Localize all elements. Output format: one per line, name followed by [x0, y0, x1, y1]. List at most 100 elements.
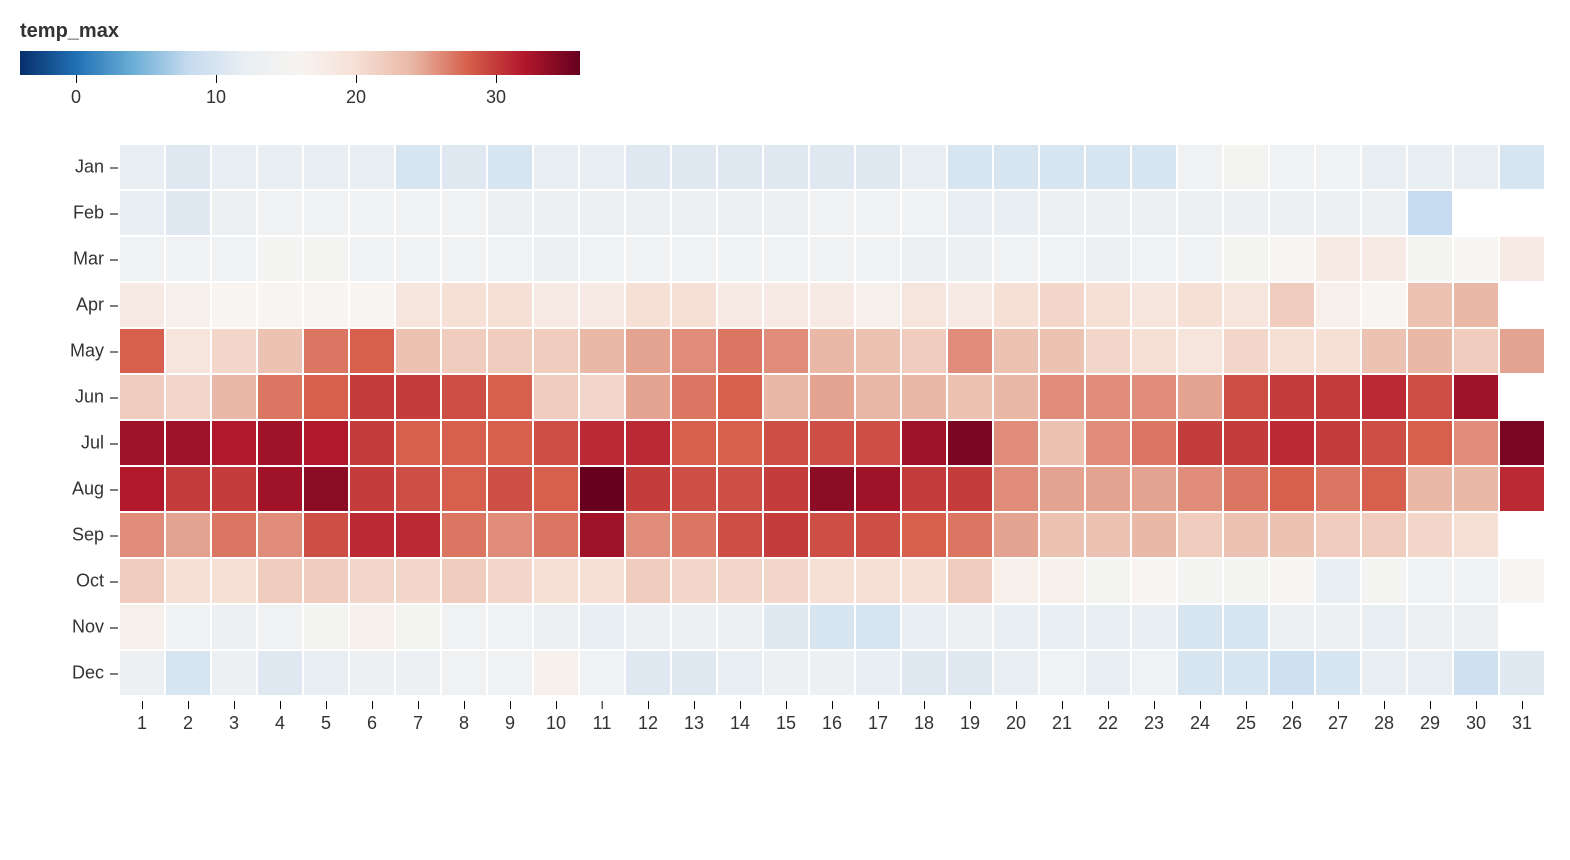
x-axis-label: 26	[1282, 701, 1302, 734]
heatmap-cell	[718, 145, 762, 189]
heatmap-cell	[1178, 329, 1222, 373]
heatmap-cell	[1270, 421, 1314, 465]
heatmap-cell	[764, 191, 808, 235]
heatmap-cell	[1224, 605, 1268, 649]
heatmap-cell	[1270, 605, 1314, 649]
x-axis-tick-label: 25	[1236, 713, 1256, 734]
heatmap-cell	[580, 559, 624, 603]
heatmap-cell	[1316, 237, 1360, 281]
heatmap-cell	[304, 145, 348, 189]
x-axis-label: 31	[1512, 701, 1532, 734]
x-axis-tick-label: 18	[914, 713, 934, 734]
heatmap-cell	[1132, 559, 1176, 603]
heatmap-cell	[764, 329, 808, 373]
heatmap-cell	[1132, 329, 1176, 373]
heatmap-cell	[764, 375, 808, 419]
heatmap-cell	[1086, 283, 1130, 327]
heatmap-cell	[1132, 237, 1176, 281]
heatmap-cell	[534, 605, 578, 649]
heatmap-cell	[1132, 651, 1176, 695]
x-axis-tick-label: 14	[730, 713, 750, 734]
x-axis-label: 28	[1374, 701, 1394, 734]
heatmap-cell	[166, 605, 210, 649]
heatmap-cell	[212, 237, 256, 281]
heatmap-cell	[672, 651, 716, 695]
heatmap-cell	[1270, 513, 1314, 557]
x-axis-tick-label: 26	[1282, 713, 1302, 734]
heatmap-cell	[1270, 237, 1314, 281]
heatmap-cell	[1362, 237, 1406, 281]
heatmap-cell	[1132, 605, 1176, 649]
x-axis-tick-label: 8	[459, 713, 469, 734]
heatmap-cell	[258, 421, 302, 465]
heatmap-cell	[258, 237, 302, 281]
heatmap-cell	[902, 191, 946, 235]
heatmap-cell	[488, 145, 532, 189]
heatmap-cell	[442, 467, 486, 511]
x-axis-tick-label: 3	[229, 713, 239, 734]
heatmap-cell	[120, 375, 164, 419]
heatmap-cell	[902, 145, 946, 189]
heatmap-cell	[166, 651, 210, 695]
heatmap-cell	[1040, 375, 1084, 419]
heatmap-cell	[810, 651, 854, 695]
heatmap-cell	[1040, 605, 1084, 649]
heatmap-grid	[120, 145, 1550, 695]
y-axis-label: Jul	[81, 433, 104, 454]
heatmap-cell	[580, 651, 624, 695]
heatmap-cell	[1362, 605, 1406, 649]
heatmap-cell	[1132, 513, 1176, 557]
heatmap-cell	[258, 513, 302, 557]
heatmap-cell	[1270, 191, 1314, 235]
heatmap-cell	[442, 559, 486, 603]
heatmap-cell	[258, 191, 302, 235]
heatmap-cell	[1316, 467, 1360, 511]
heatmap-cell	[1224, 237, 1268, 281]
heatmap-cell	[488, 467, 532, 511]
x-axis-label: 12	[638, 701, 658, 734]
heatmap-cell	[1224, 283, 1268, 327]
heatmap-cell	[1454, 605, 1498, 649]
x-axis-label: 2	[183, 701, 193, 734]
x-axis-label: 27	[1328, 701, 1348, 734]
heatmap-cell	[212, 605, 256, 649]
heatmap-cell	[856, 651, 900, 695]
heatmap-cell	[1224, 375, 1268, 419]
legend-tick-label: 20	[346, 87, 366, 108]
heatmap-cell	[856, 513, 900, 557]
heatmap-cell	[350, 283, 394, 327]
heatmap-cell	[120, 605, 164, 649]
x-axis-tick-label: 5	[321, 713, 331, 734]
heatmap-cell	[442, 283, 486, 327]
heatmap-cell	[350, 329, 394, 373]
heatmap-cell	[810, 237, 854, 281]
heatmap-cell	[1224, 559, 1268, 603]
legend-tick-label: 10	[206, 87, 226, 108]
heatmap-cell	[626, 467, 670, 511]
heatmap-cell	[1270, 283, 1314, 327]
heatmap-cell	[1500, 329, 1544, 373]
heatmap-cell	[442, 237, 486, 281]
heatmap-cell	[580, 467, 624, 511]
heatmap-cell	[396, 651, 440, 695]
heatmap-cell	[1224, 513, 1268, 557]
heatmap-cell	[994, 375, 1038, 419]
heatmap-cell	[1454, 651, 1498, 695]
legend-tick: 10	[206, 75, 226, 108]
x-axis-tick-label: 30	[1466, 713, 1486, 734]
y-axis-label: Nov	[72, 617, 104, 638]
heatmap-cell	[120, 329, 164, 373]
x-axis-label: 19	[960, 701, 980, 734]
heatmap-cell	[1178, 145, 1222, 189]
heatmap-cell	[304, 513, 348, 557]
heatmap-cell	[764, 145, 808, 189]
legend-tick: 0	[71, 75, 81, 108]
x-axis-tick-label: 21	[1052, 713, 1072, 734]
heatmap-cell	[396, 467, 440, 511]
heatmap-cell	[580, 375, 624, 419]
heatmap-cell	[1040, 283, 1084, 327]
heatmap-cell	[718, 191, 762, 235]
heatmap-cell	[718, 283, 762, 327]
heatmap-cell	[948, 191, 992, 235]
heatmap-cell	[810, 467, 854, 511]
